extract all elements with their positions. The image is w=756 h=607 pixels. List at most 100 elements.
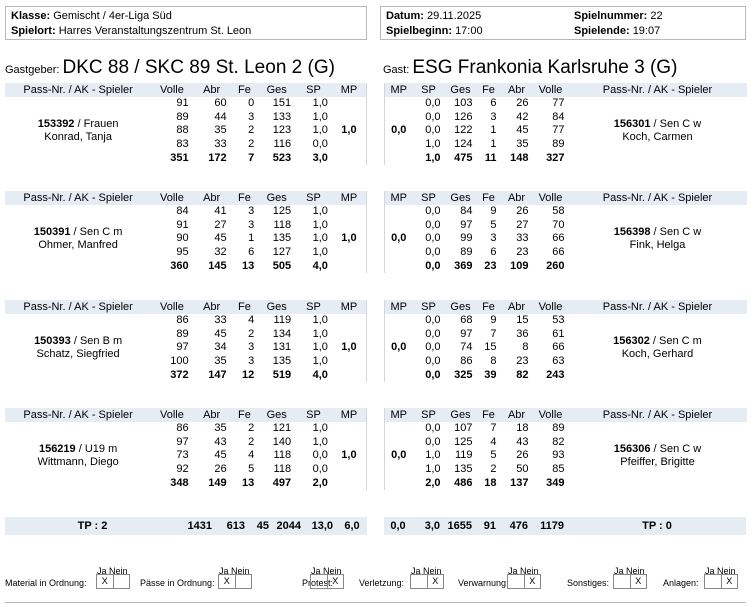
volle-value: 82 xyxy=(552,435,565,448)
volle-value: 89 xyxy=(176,327,189,340)
nein-box[interactable]: X xyxy=(726,576,733,586)
sum-ges-value: 519 xyxy=(272,368,292,381)
column-header-fe: Fe xyxy=(230,408,259,422)
nein-box[interactable]: X xyxy=(635,576,642,586)
column-header-fe: Fe xyxy=(230,83,259,97)
fe-value: 5 xyxy=(490,449,497,462)
spielort-value: Harres Veranstaltungszentrum St. Leon xyxy=(58,25,252,37)
sp-value: 0,0 xyxy=(425,205,441,218)
volle-value: 91 xyxy=(176,97,189,110)
volle-value: 83 xyxy=(176,138,189,151)
fe-value: 5 xyxy=(248,463,255,476)
throw-row: 100 35 3 135 1,0 xyxy=(5,355,367,369)
volle-value: 89 xyxy=(552,138,565,151)
throw-row: 1,0 135 2 50 85 xyxy=(385,463,747,477)
sp-value: 1,0 xyxy=(312,422,328,435)
abr-value: 26 xyxy=(516,205,529,218)
nein-box[interactable] xyxy=(114,575,130,588)
home-total-abr: 613 xyxy=(226,520,245,532)
age-class: Sen C m xyxy=(79,225,123,238)
check-boxes[interactable]: X xyxy=(507,574,541,589)
abr-value: 42 xyxy=(516,110,529,123)
volle-value: 63 xyxy=(552,355,565,368)
nein-box[interactable]: X xyxy=(432,576,439,586)
column-header-mp: MP xyxy=(331,191,367,205)
home-player-block: Pass-Nr. / AK - Spieler Volle Abr Fe Ges SP MP… xyxy=(5,191,367,273)
ja-box[interactable] xyxy=(311,575,328,588)
fe-value: 2 xyxy=(248,435,255,448)
sp-value: 0,0 xyxy=(425,110,441,123)
pass-number: 150393 xyxy=(34,334,71,347)
column-header-player: Pass-Nr. / AK - Spieler xyxy=(5,191,152,205)
check-boxes[interactable]: X xyxy=(310,574,344,589)
sum-fe-value: 13 xyxy=(242,259,255,272)
datum-label: Datum: xyxy=(386,10,424,22)
ges-value: 127 xyxy=(272,246,292,259)
sp-value: 1,0 xyxy=(425,449,441,462)
ja-box[interactable]: X xyxy=(97,575,114,588)
column-header-sp: SP xyxy=(295,300,332,314)
ges-value: 99 xyxy=(460,232,473,245)
ges-value: 97 xyxy=(460,327,473,340)
home-total-ges: 2044 xyxy=(276,520,301,532)
ges-value: 97 xyxy=(460,218,473,231)
nein-box[interactable]: X xyxy=(332,576,339,586)
sp-value: 1,0 xyxy=(312,246,328,259)
column-header-abr: Abr xyxy=(500,83,533,97)
volle-value: 93 xyxy=(552,449,565,462)
throw-row: 0,0 0,0 103 6 26 77 156301 / Sen C w Koch, Carm… xyxy=(385,97,747,143)
sum-abr-value: 137 xyxy=(510,476,529,489)
ges-value: 135 xyxy=(272,232,292,245)
column-header-player: Pass-Nr. / AK - Spieler xyxy=(568,300,747,314)
column-header-abr: Abr xyxy=(192,191,231,205)
sp-value: 0,0 xyxy=(425,246,441,259)
check-boxes[interactable]: X xyxy=(704,574,738,589)
sp-value: 0,0 xyxy=(425,327,441,340)
fe-value: 3 xyxy=(248,110,255,123)
ges-value: 118 xyxy=(273,449,292,462)
throw-row: 0,0 74 15 8 66 xyxy=(385,341,747,355)
abr-value: 35 xyxy=(214,422,227,435)
column-header-ges: Ges xyxy=(258,408,296,422)
fe-value: 1 xyxy=(490,138,497,151)
check-boxes[interactable]: X xyxy=(218,574,252,589)
ja-box[interactable]: X xyxy=(219,575,236,588)
sum-ges-value: 523 xyxy=(272,151,292,164)
player-name: Koch, Carmen xyxy=(622,130,693,143)
sum-row: 0,0 325 39 82 243 xyxy=(385,368,747,382)
player-cell: 156301 / Sen C w Koch, Carmen xyxy=(613,117,702,143)
check-boxes[interactable]: X xyxy=(613,574,647,589)
ja-box[interactable] xyxy=(508,575,525,588)
check-label: Protest: xyxy=(302,578,334,588)
column-header-mp: MP xyxy=(331,408,367,422)
ja-nein-caption: Ja Nein xyxy=(97,566,128,576)
sum-volle-value: 372 xyxy=(170,368,189,381)
sum-fe-value: 7 xyxy=(248,151,255,164)
ja-box[interactable] xyxy=(614,575,631,588)
fe-value: 2 xyxy=(248,422,255,435)
sum-abr-value: 82 xyxy=(516,368,529,381)
sum-volle-value: 243 xyxy=(546,368,565,381)
player-name: Pfeiffer, Brigitte xyxy=(620,455,695,468)
player-cell: 156302 / Sen C m Koch, Gerhard xyxy=(613,334,702,360)
fe-value: 2 xyxy=(248,124,255,137)
sum-row: 0,0 369 23 109 260 xyxy=(385,259,747,273)
column-header-ges: Ges xyxy=(444,408,477,422)
nein-box[interactable] xyxy=(236,575,252,588)
check-label: Material in Ordnung: xyxy=(5,578,87,588)
throw-row: 91 27 3 118 1,0 xyxy=(5,219,367,233)
check-boxes[interactable]: X xyxy=(410,574,444,589)
fe-value: 2 xyxy=(248,138,255,151)
fe-value: 2 xyxy=(490,463,497,476)
nein-box[interactable]: X xyxy=(529,576,536,586)
abr-value: 44 xyxy=(214,110,227,123)
column-header-ges: Ges xyxy=(258,300,296,314)
ja-box[interactable] xyxy=(411,575,428,588)
volle-value: 89 xyxy=(176,110,189,123)
mp-value: 0,0 xyxy=(391,232,407,245)
volle-value: 66 xyxy=(552,341,565,354)
ja-box[interactable] xyxy=(705,575,722,588)
column-header-mp: MP xyxy=(331,83,367,97)
sp-value: 1,0 xyxy=(312,205,328,218)
check-boxes[interactable]: X xyxy=(96,574,130,589)
